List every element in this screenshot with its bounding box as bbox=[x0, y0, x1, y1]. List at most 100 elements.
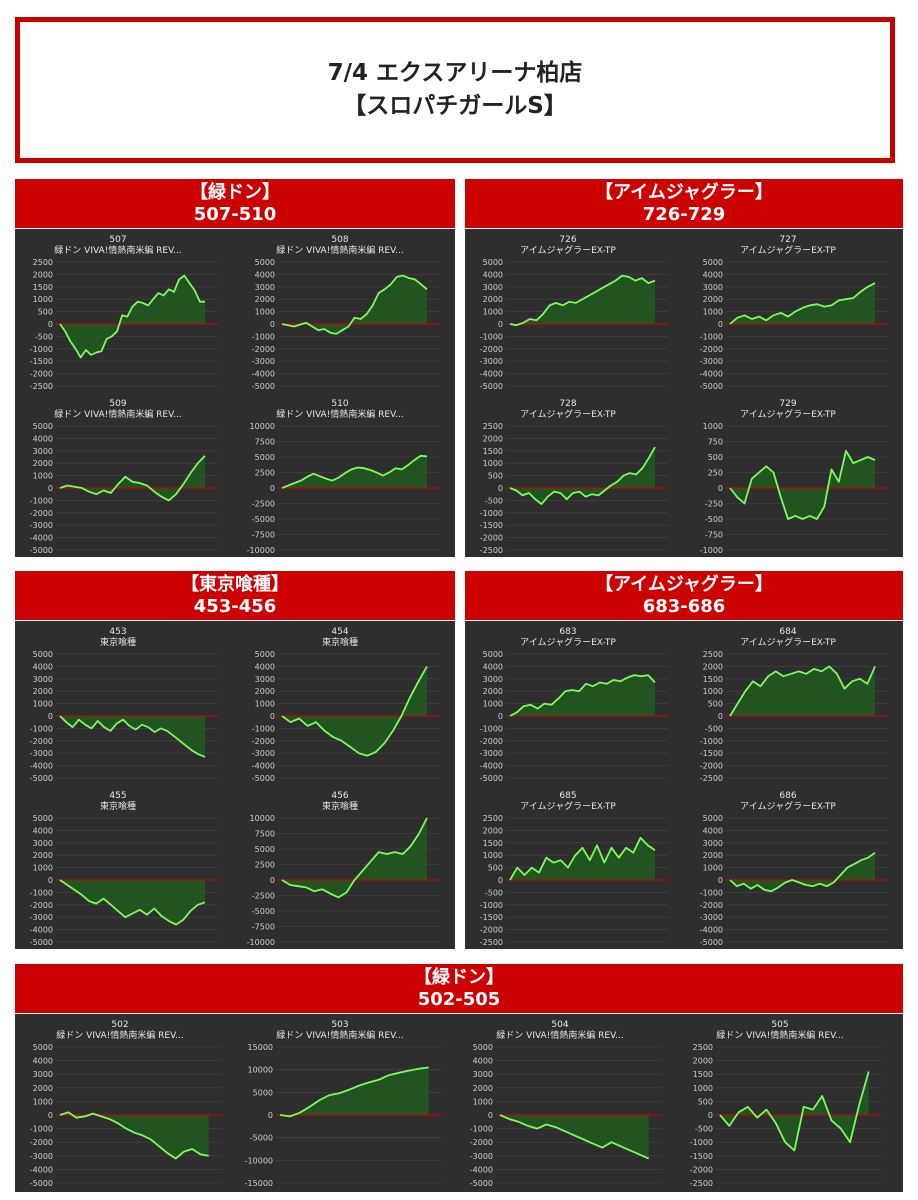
section-header-im-juggler-726: 【アイムジャグラー】 726-729 bbox=[465, 179, 903, 228]
chart-title: 緑ドン VIVA!情熱南米編 REV... bbox=[276, 1029, 403, 1041]
y-tick-label: 4000 bbox=[473, 1057, 493, 1066]
chart-machine-number: 502 bbox=[111, 1020, 128, 1030]
y-tick-label: 5000 bbox=[255, 845, 275, 854]
y-tick-label: -1000 bbox=[252, 332, 275, 341]
chart-title: 緑ドン VIVA!情熱南米編 REV... bbox=[276, 244, 403, 256]
y-tick-label: -2000 bbox=[480, 345, 503, 354]
y-tick-label: -3000 bbox=[480, 749, 503, 758]
series-line bbox=[509, 446, 656, 505]
series-area bbox=[60, 455, 205, 501]
series-area bbox=[730, 666, 875, 716]
series-line bbox=[281, 817, 428, 899]
y-tick-label: 0 bbox=[270, 712, 275, 721]
y-tick-label: -500 bbox=[695, 1125, 713, 1134]
series-area bbox=[60, 880, 205, 925]
y-tick-label: 1000 bbox=[483, 851, 503, 860]
section-range: 683-686 bbox=[642, 596, 726, 617]
y-tick-label: -1500 bbox=[700, 749, 723, 758]
y-tick-label: -3000 bbox=[30, 913, 53, 922]
series-area bbox=[510, 837, 655, 880]
y-tick-label: -2000 bbox=[700, 901, 723, 910]
chart-machine-number: 728 bbox=[559, 399, 576, 409]
series-area bbox=[720, 1071, 869, 1151]
y-tick-label: 5000 bbox=[253, 1088, 273, 1097]
series-line bbox=[281, 274, 428, 335]
y-tick-label: 2500 bbox=[255, 861, 275, 870]
y-tick-label: -10000 bbox=[247, 546, 275, 555]
section-header-midori-don-507: 【緑ドン】 507-510 bbox=[15, 179, 455, 228]
chart-machine-number: 505 bbox=[771, 1020, 788, 1030]
y-tick-label: 3000 bbox=[33, 675, 53, 684]
y-tick-label: -4000 bbox=[480, 762, 503, 771]
y-tick-label: -500 bbox=[705, 515, 723, 524]
y-tick-label: -3000 bbox=[30, 521, 53, 530]
y-tick-label: 5000 bbox=[33, 650, 53, 659]
y-tick-label: -3000 bbox=[480, 357, 503, 366]
y-tick-label: -5000 bbox=[480, 382, 503, 391]
y-tick-label: 0 bbox=[498, 484, 503, 493]
y-tick-label: -500 bbox=[485, 496, 503, 505]
series-area bbox=[510, 675, 655, 716]
section-header-tokyo-ghoul-453: 【東京喰種】 453-456 bbox=[15, 571, 455, 620]
y-tick-label: -1000 bbox=[252, 724, 275, 733]
series-area bbox=[282, 455, 427, 488]
y-tick-label: 500 bbox=[488, 472, 503, 481]
series-area bbox=[730, 450, 875, 519]
y-tick-label: -2000 bbox=[30, 737, 53, 746]
section-range: 453-456 bbox=[193, 596, 277, 617]
chart-machine-number: 726 bbox=[559, 235, 576, 245]
y-tick-label: -1000 bbox=[480, 724, 503, 733]
y-tick-label: 10000 bbox=[248, 1066, 273, 1075]
y-tick-label: -4000 bbox=[252, 762, 275, 771]
y-tick-label: -750 bbox=[705, 531, 723, 540]
y-tick-label: 7500 bbox=[255, 438, 275, 447]
y-tick-label: 1000 bbox=[483, 308, 503, 317]
y-tick-label: -4000 bbox=[480, 370, 503, 379]
y-tick-label: -1000 bbox=[700, 888, 723, 897]
chart-title: 緑ドン VIVA!情熱南米編 REV... bbox=[56, 1029, 183, 1041]
y-tick-label: 0 bbox=[48, 876, 53, 885]
y-tick-label: 1000 bbox=[33, 472, 53, 481]
series-line bbox=[59, 274, 205, 359]
y-tick-label: 0 bbox=[48, 1111, 53, 1120]
y-tick-label: 2500 bbox=[255, 469, 275, 478]
y-tick-label: -5000 bbox=[30, 938, 53, 947]
y-tick-label: 2500 bbox=[483, 422, 503, 431]
y-tick-label: 5000 bbox=[33, 814, 53, 823]
chart-title: 緑ドン VIVA!情熱南米編 REV... bbox=[496, 1029, 623, 1041]
y-tick-label: -2000 bbox=[470, 1138, 493, 1147]
y-tick-label: -1000 bbox=[700, 546, 723, 555]
chart-title: アイムジャグラーEX-TP bbox=[520, 800, 616, 812]
y-tick-label: -4000 bbox=[30, 762, 53, 771]
page-title-line2: 【スロパチガールS】 bbox=[343, 93, 567, 119]
y-tick-label: 3000 bbox=[33, 1070, 53, 1079]
y-tick-label: -2500 bbox=[30, 382, 53, 391]
y-tick-label: 0 bbox=[718, 320, 723, 329]
y-tick-label: 2000 bbox=[703, 662, 723, 671]
chart-title: 東京喰種 bbox=[100, 800, 136, 812]
y-tick-label: -4000 bbox=[30, 1165, 53, 1174]
section-header-midori-don-502: 【緑ドン】 502-505 bbox=[15, 964, 903, 1013]
y-tick-label: 2000 bbox=[33, 687, 53, 696]
section-header-im-juggler-683: 【アイムジャグラー】 683-686 bbox=[465, 571, 903, 620]
y-tick-label: 5000 bbox=[255, 258, 275, 267]
y-tick-label: -1000 bbox=[30, 724, 53, 733]
series-line bbox=[509, 836, 656, 881]
y-tick-label: 5000 bbox=[703, 258, 723, 267]
page-title-box: 7/4 エクスアリーナ柏店 【スロパチガールS】 bbox=[15, 17, 895, 163]
y-tick-label: -500 bbox=[705, 724, 723, 733]
y-tick-label: 2000 bbox=[255, 687, 275, 696]
y-tick-label: -10000 bbox=[247, 938, 275, 947]
y-tick-label: 1500 bbox=[33, 283, 53, 292]
y-tick-label: -2000 bbox=[30, 509, 53, 518]
section-name: 【東京喰種】 bbox=[181, 574, 289, 595]
